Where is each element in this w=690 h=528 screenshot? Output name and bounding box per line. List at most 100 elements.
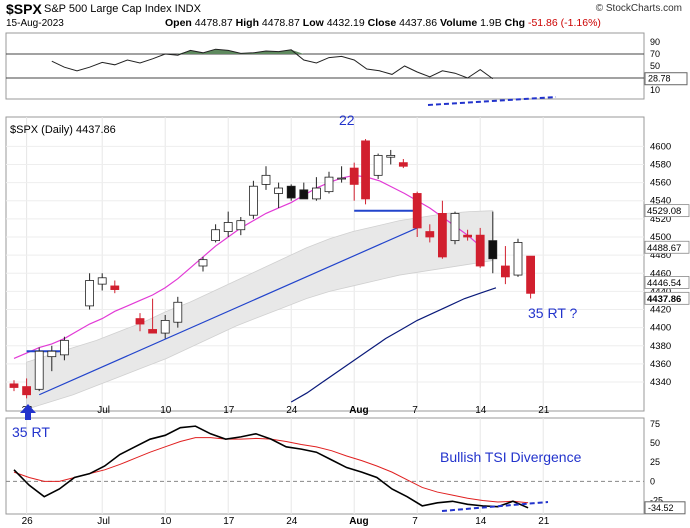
candle-body [311, 187, 321, 200]
volume-value: 1.9B [480, 17, 502, 29]
open-label: Open [165, 17, 192, 29]
candle-body [488, 240, 498, 260]
price-y-tick-label: 4400 [650, 323, 671, 334]
rsi-line [51, 48, 494, 80]
count-22-label: 22 [339, 112, 355, 128]
tsi-value-box [644, 501, 686, 515]
price-panel-frame [5, 116, 645, 412]
stockcharts-brand: © StockCharts.com [595, 3, 682, 14]
candle-body [160, 319, 170, 334]
chg-label: Chg [504, 17, 526, 29]
rsi-divergence-line [427, 96, 557, 106]
candle-body [500, 265, 510, 278]
tsi-tick-label: -25 [650, 496, 663, 506]
price-y-tick-label: 4420 [650, 305, 671, 316]
price-x-tick-label: 14 [475, 405, 487, 416]
rsi-tick-label: 50 [650, 61, 660, 71]
candle-body [361, 140, 370, 200]
tsi-x-tick-label: 24 [286, 516, 298, 527]
candle-body [9, 383, 19, 388]
moving-averages [13, 174, 497, 403]
candle-body [135, 318, 145, 325]
ohlc-readout: Open 4478.87 High 4478.87 Low 4432.19 Cl… [165, 17, 601, 29]
rsi-value-label: 28.78 [648, 74, 671, 84]
count-35rt-label: 35 RT [12, 424, 50, 440]
tsi-line [13, 425, 529, 509]
candle-body [60, 339, 69, 356]
chart-header: $SPX S&P 500 Large Cap Index INDX 15-Aug… [0, 0, 690, 32]
price-x-tick-label: 24 [286, 405, 298, 416]
price-x-tick-label: Aug [349, 405, 368, 416]
candle-body [513, 242, 523, 276]
price-x-tick-label: 17 [223, 405, 235, 416]
tsi-tick-label: 75 [650, 419, 660, 429]
candle-body [337, 177, 347, 180]
candle-body [349, 167, 359, 185]
price-y-tick-label: 4500 [650, 232, 671, 243]
open-value: 4478.87 [194, 17, 233, 29]
price-candles [9, 139, 535, 399]
candle-body [463, 234, 473, 238]
candle-body [261, 174, 271, 185]
high-value: 4478.87 [261, 17, 300, 29]
candle-body [248, 185, 258, 216]
candle-body [22, 386, 32, 396]
price-y-tick-label: 4580 [650, 159, 671, 170]
price-x-tick-label: 7 [412, 405, 418, 416]
price-y-tick-label: 4460 [650, 268, 671, 279]
price-x-tick-label: 10 [160, 405, 172, 416]
ma-50-line [290, 287, 497, 403]
candle-body [223, 222, 233, 232]
rsi-panel-frame [5, 32, 645, 100]
price-y-tick-label: 4360 [650, 359, 671, 370]
price-y-tick-label: 4480 [650, 250, 671, 261]
price-value-label: 4446.54 [647, 278, 681, 289]
candle-body [274, 187, 284, 194]
price-value-label: 4529.08 [647, 206, 681, 217]
price-y-tick-label: 4600 [650, 141, 671, 152]
chart-date: 15-Aug-2023 [6, 18, 64, 29]
volume-label: Volume [440, 17, 478, 29]
tsi-x-tick-label: 21 [538, 516, 550, 527]
price-y-tick-label: 4520 [650, 214, 671, 225]
ma-20-line [13, 174, 481, 360]
price-y-tick-label: 4380 [650, 341, 671, 352]
candle-body [324, 176, 334, 193]
rsi-value-box [644, 72, 688, 86]
price-legend: $SPX (Daily) 4437.86 [10, 124, 116, 136]
candle-body [47, 350, 57, 358]
tsi-tick-label: 25 [650, 457, 660, 467]
low-label: Low [302, 17, 324, 29]
price-value-box [644, 204, 690, 218]
candle-body [236, 220, 246, 231]
price-y-tick-label: 4560 [650, 178, 671, 189]
tsi-x-tick-label: Jul [97, 516, 110, 527]
tsi-x-tick-label: 26 [22, 516, 34, 527]
candle-body [398, 162, 408, 167]
tsi-tick-label: 0 [650, 476, 655, 486]
candle-body [425, 231, 435, 238]
tsi-x-tick-label: Aug [349, 516, 368, 527]
candle-body [286, 185, 296, 199]
price-y-tick-label: 4440 [650, 286, 671, 297]
count-35rt-question-label: 35 RT ? [528, 305, 578, 321]
price-y-tick-label: 4540 [650, 196, 671, 207]
symbol: $SPX [6, 1, 42, 17]
rsi-tick-label: 10 [650, 85, 660, 95]
price-value-label: 4488.67 [647, 243, 681, 254]
tsi-x-tick-label: 10 [160, 516, 172, 527]
price-x-tick-label: Jul [97, 405, 110, 416]
candle-body [373, 154, 383, 176]
price-value-box [644, 291, 690, 305]
axis-labels: 103050709028.782626JulJul101017172424Aug… [22, 37, 690, 527]
chg-value: -51.86 (-1.16%) [527, 17, 601, 29]
up-arrow-icon [20, 404, 36, 420]
rsi-series [51, 48, 494, 80]
tsi-value-label: -34.52 [648, 503, 674, 513]
candle-body [110, 285, 120, 290]
candle-body [412, 193, 422, 229]
tsi-x-tick-label: 17 [223, 516, 235, 527]
candle-body [198, 259, 208, 267]
candle-body [173, 301, 183, 323]
candle-body [34, 350, 44, 390]
